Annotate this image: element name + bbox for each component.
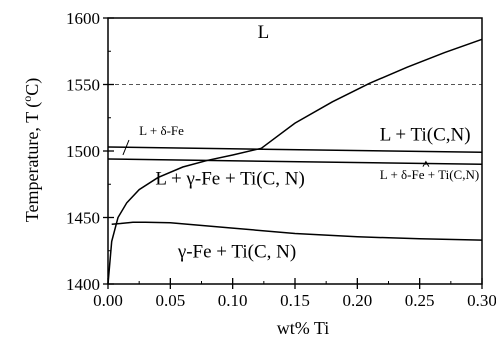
region-label-5-arrowhead (422, 160, 430, 167)
region-label-1: L (258, 22, 270, 43)
y-axis-title-end: C) (22, 78, 43, 96)
x-axis-title: wt% Ti (277, 318, 330, 338)
region-label-2-pointer (122, 139, 130, 156)
x-tick-label-3: 0.15 (280, 291, 310, 310)
x-tick-label-4: 0.20 (342, 291, 372, 310)
axis-title-group: wt% Ti Temperature, T (oC) (20, 78, 329, 338)
y-tick-label-2: 1500 (66, 142, 100, 161)
phase-boundary-2 (107, 146, 483, 154)
region-label-6: γ-Fe + Ti(C, N) (177, 241, 296, 262)
plot-layer: 0.00 0.05 0.10 0.15 0.20 0.25 0.30 1400 1450 1500… (66, 9, 496, 310)
x-tick-label-5: 0.25 (405, 291, 435, 310)
region-label-5: L + δ-Fe + Ti(C,N) (380, 167, 479, 182)
x-tick-label-6: 0.30 (467, 291, 496, 310)
y-tick-label-3: 1550 (66, 76, 100, 95)
x-tick-label-2: 0.10 (218, 291, 248, 310)
y-tick-label-0: 1400 (66, 275, 100, 294)
phase-boundary-5 (111, 221, 483, 241)
phase-boundary-4 (107, 147, 262, 285)
region-label-2: L + δ-Fe (139, 123, 184, 138)
y-tick-label-1: 1450 (66, 209, 100, 228)
y-tick-label-4: 1600 (66, 9, 100, 28)
phase-boundary-1 (260, 38, 483, 149)
y-axis-title-sup: o (20, 96, 34, 102)
x-tick-label-1: 0.05 (155, 291, 185, 310)
region-label-4: L + γ-Fe + Ti(C, N) (155, 168, 304, 189)
region-label-3: L + Ti(C,N) (380, 124, 471, 145)
x-tick-label-0: 0.00 (93, 291, 123, 310)
phase-boundary-3 (107, 158, 483, 166)
y-axis-title-main: Temperature, T ( (22, 102, 43, 223)
y-axis-title: Temperature, T (oC) (20, 78, 43, 223)
